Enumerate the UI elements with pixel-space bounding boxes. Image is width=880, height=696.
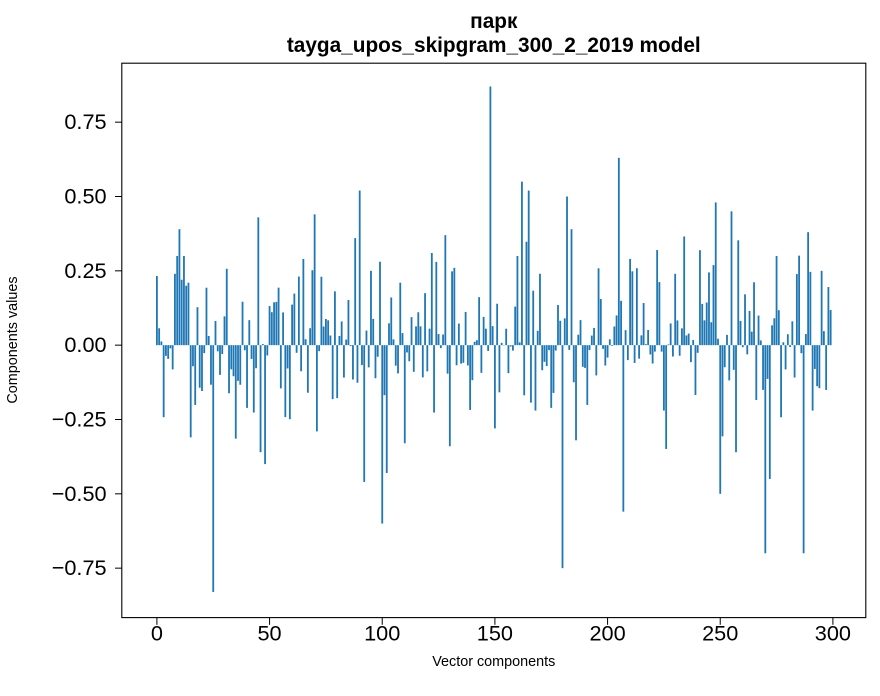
svg-text:250: 250 (702, 621, 738, 646)
svg-text:0.25: 0.25 (64, 258, 106, 283)
svg-text:−0.75: −0.75 (52, 555, 107, 580)
svg-text:200: 200 (589, 621, 625, 646)
svg-text:0: 0 (151, 621, 163, 646)
svg-text:−0.25: −0.25 (52, 406, 107, 431)
svg-text:100: 100 (364, 621, 400, 646)
svg-text:300: 300 (815, 621, 851, 646)
svg-text:0.00: 0.00 (64, 332, 106, 357)
svg-text:0.75: 0.75 (64, 109, 106, 134)
svg-text:0.50: 0.50 (64, 183, 106, 208)
svg-text:−0.50: −0.50 (52, 481, 107, 506)
svg-text:150: 150 (477, 621, 513, 646)
svg-text:50: 50 (258, 621, 282, 646)
